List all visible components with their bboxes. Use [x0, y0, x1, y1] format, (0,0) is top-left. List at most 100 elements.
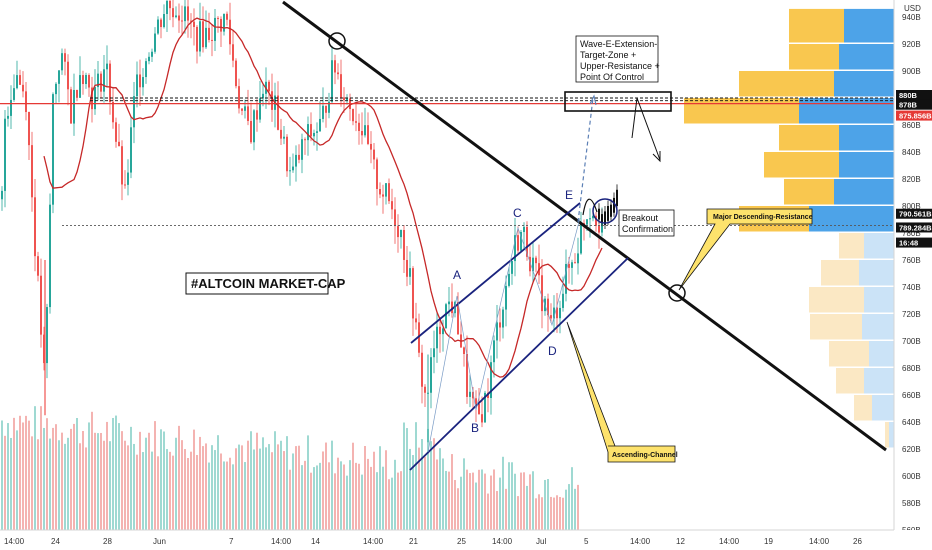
volume-bar	[70, 428, 72, 530]
candle-body	[529, 256, 531, 272]
volume-bar	[382, 466, 384, 530]
volume-bar	[316, 465, 318, 530]
volume-bar	[319, 462, 321, 530]
breakout-line-1: Breakout	[622, 213, 659, 223]
candle-body	[424, 386, 426, 393]
candle-body	[550, 315, 552, 319]
volume-bar	[436, 459, 438, 530]
x-tick-label: 14:00	[4, 537, 25, 546]
volume-bar	[571, 467, 573, 530]
candle-body	[409, 268, 411, 277]
volume-bar	[370, 466, 372, 530]
y-tick-label: 580B	[902, 499, 921, 508]
volume-bar	[58, 440, 60, 530]
breakout-circle	[592, 198, 618, 224]
volume-bar	[388, 479, 390, 530]
descending-resistance-line	[282, 0, 887, 452]
volume-bar	[190, 451, 192, 530]
volume-bar	[226, 461, 228, 530]
volume-bar	[490, 475, 492, 530]
volume-bar	[16, 430, 18, 530]
candle-body	[370, 143, 372, 150]
x-tick-label: 21	[409, 537, 418, 546]
volume-bar	[187, 458, 189, 530]
volume-bar	[337, 457, 339, 530]
candle-body	[580, 222, 582, 254]
candle-body	[355, 121, 357, 123]
candle-body	[457, 301, 459, 335]
volume-bar	[49, 438, 51, 530]
candle-body	[535, 257, 537, 264]
candle-body	[166, 0, 168, 15]
volume-bar	[556, 495, 558, 530]
candle-body	[4, 118, 6, 191]
moving-average	[43, 17, 603, 378]
profile-bar-down	[859, 260, 894, 286]
volume-bar	[517, 496, 519, 530]
target-zone-annotation: Wave-E-Extension- Target-Zone + Upper-Re…	[575, 35, 660, 83]
volume-bar	[469, 473, 471, 530]
projection-candle	[604, 211, 606, 225]
candle-body	[253, 110, 255, 143]
volume-bar	[142, 452, 144, 530]
candle-body	[403, 230, 405, 260]
volume-bar	[109, 441, 111, 530]
candle-body	[517, 235, 519, 251]
volume-bar	[328, 462, 330, 530]
volume-bar	[520, 472, 522, 530]
volume-bar	[349, 460, 351, 530]
x-tick-label: 5	[584, 537, 589, 546]
candle-body	[280, 129, 282, 139]
volume-bar	[157, 456, 159, 530]
candle-body	[553, 307, 555, 319]
volume-bar	[160, 429, 162, 530]
volume-bar	[193, 429, 195, 530]
volume-bar	[307, 435, 309, 530]
candle-body	[58, 70, 60, 84]
candle-body	[331, 60, 333, 102]
volume-bar	[376, 472, 378, 530]
volume-bar	[133, 443, 135, 530]
volume-bar	[271, 452, 273, 530]
x-axis[interactable]: 14:00 24 28 Jun 7 14:00 14 14:00 21 25 14:00 Jul 5 14…	[0, 529, 932, 550]
volume-bar	[541, 497, 543, 530]
volume-bar	[373, 451, 375, 530]
volume-bar	[277, 444, 279, 530]
projection-candle	[616, 189, 618, 206]
volume-bar	[169, 451, 171, 530]
y-tick-label: 720B	[902, 310, 921, 319]
profile-bar-up	[810, 314, 862, 340]
profile-bar-up	[789, 8, 844, 43]
volume-bar	[214, 450, 216, 530]
candle-body	[220, 18, 222, 32]
candle-body	[232, 44, 234, 61]
x-tick-label: 14	[311, 537, 320, 546]
volume-bar	[523, 472, 525, 530]
candle-body	[184, 6, 186, 22]
candle-body	[172, 8, 174, 18]
volume-bar	[85, 447, 87, 530]
candle-body	[1, 190, 3, 200]
candle-body	[244, 106, 246, 111]
candle-body	[118, 141, 120, 147]
volume-bar	[91, 411, 93, 530]
candle-body	[175, 15, 177, 18]
profile-bar-up	[854, 395, 872, 421]
candle-body	[205, 27, 207, 48]
candle-body	[373, 149, 375, 160]
candle-body	[52, 94, 54, 205]
rejection-arrow-head	[652, 151, 661, 163]
candle-body	[442, 328, 444, 335]
candle-body	[124, 184, 126, 186]
volume-bar	[361, 474, 363, 530]
y-axis[interactable]: USD 940B 920B 900B 860B 840B 820B 800B 780B 760B…	[893, 0, 932, 535]
volume-bar	[325, 442, 327, 530]
candle-body	[421, 352, 423, 387]
volume-bar	[409, 448, 411, 530]
price-tag-bg	[896, 99, 932, 110]
candle-body	[133, 96, 135, 128]
volume-bar	[478, 469, 480, 530]
candle-body	[481, 414, 483, 423]
volume-bar	[55, 424, 57, 530]
